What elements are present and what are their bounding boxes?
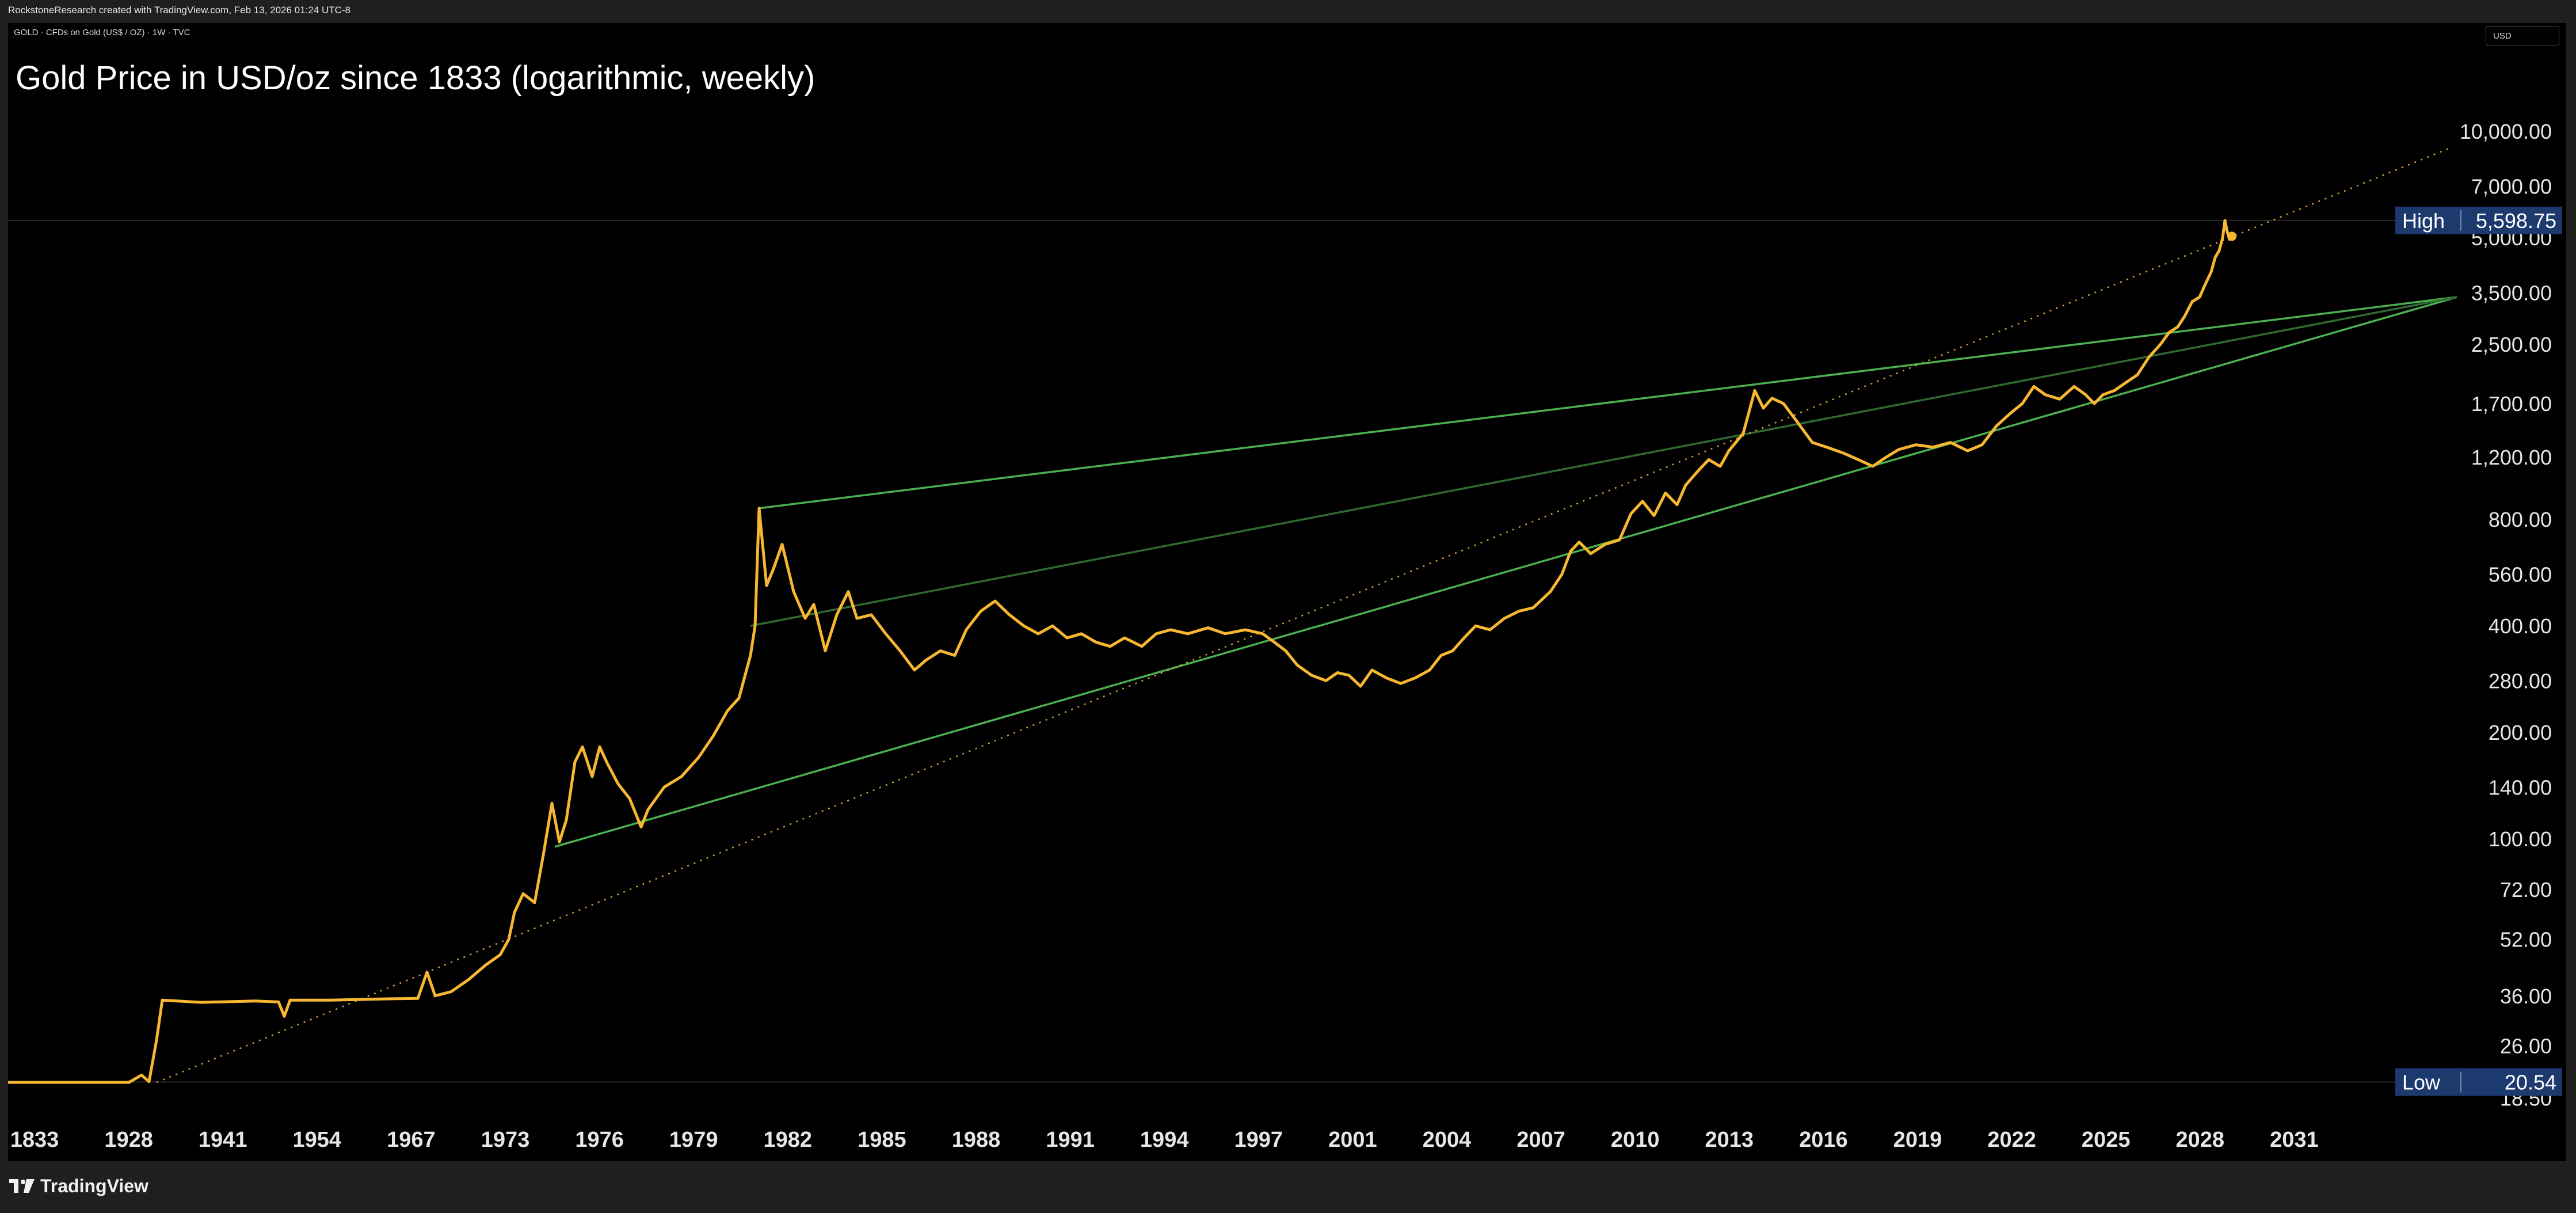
y-tick-label: 72.00 [2500, 878, 2552, 902]
x-tick-label: 1988 [952, 1128, 1001, 1152]
high-marker-label: High [2402, 209, 2445, 233]
tradingview-logo-text: TradingView [40, 1175, 148, 1196]
chart-pane[interactable]: GOLD · CFDs on Gold (US$ / OZ) · 1W · TV… [8, 23, 2566, 1161]
y-tick-label: 1,200.00 [2471, 446, 2552, 469]
symbol-info: GOLD · CFDs on Gold (US$ / OZ) · 1W · TV… [14, 28, 190, 37]
y-tick-label: 200.00 [2489, 721, 2552, 744]
y-tick-label: 52.00 [2500, 928, 2552, 952]
price-series [8, 219, 2236, 1084]
attribution-text: RockstoneResearch created with TradingVi… [8, 5, 350, 16]
trendline-1 [554, 296, 2457, 848]
x-tick-label: 2013 [1705, 1128, 1754, 1152]
x-tick-label: 1928 [104, 1128, 153, 1152]
x-tick-label: 1982 [764, 1128, 813, 1152]
x-tick-label: 1979 [669, 1128, 718, 1152]
price-markers: High 5,598.75 Low 20.54 [2395, 206, 2562, 1096]
x-tick-label: 1973 [481, 1128, 530, 1152]
low-marker: Low 20.54 [2395, 1068, 2562, 1096]
grid-layer [8, 219, 2451, 1083]
price-line-1 [8, 219, 2234, 1084]
y-tick-label: 140.00 [2489, 775, 2552, 799]
x-tick-label: 1991 [1046, 1128, 1095, 1152]
y-tick-label: 560.00 [2489, 562, 2552, 586]
trendline-3 [750, 296, 2457, 627]
x-tick-label: 1997 [1234, 1128, 1283, 1152]
x-tick-label: 2031 [2270, 1128, 2319, 1152]
x-tick-label: 1954 [293, 1128, 342, 1152]
low-marker-value: 20.54 [2505, 1071, 2556, 1094]
y-tick-label: 36.00 [2500, 984, 2552, 1008]
x-tick-label: 1941 [199, 1128, 247, 1152]
y-tick-label: 10,000.00 [2460, 120, 2552, 143]
last-price-dot [2227, 231, 2236, 241]
tradingview-logo-icon [9, 1179, 35, 1193]
chart-title: Gold Price in USD/oz since 1833 (logarit… [16, 59, 816, 97]
time-axis[interactable]: 1833 1928 1941 1954 1967 1973 1976 1979 1982 1985… [10, 1128, 2319, 1152]
y-tick-label: 7,000.00 [2471, 174, 2552, 198]
x-tick-label: 2004 [1423, 1128, 1472, 1152]
x-tick-label: 2025 [2082, 1128, 2131, 1152]
trendline-4 [156, 147, 2452, 1083]
y-tick-label: 1,700.00 [2471, 392, 2552, 416]
x-tick-label: 2001 [1328, 1128, 1377, 1152]
x-tick-label: 1976 [575, 1128, 624, 1152]
trendlines [156, 147, 2457, 1083]
tradingview-logo[interactable]: TradingView [9, 1174, 148, 1197]
low-marker-label: Low [2402, 1071, 2441, 1094]
price-axis[interactable]: 10,000.007,000.005,000.003,500.002,500.0… [2460, 120, 2552, 1110]
x-tick-label: 2019 [1893, 1128, 1942, 1152]
low-marker-bg [2395, 1068, 2562, 1096]
y-tick-label: 2,500.00 [2471, 333, 2552, 356]
price-chart[interactable]: 10,000.007,000.005,000.003,500.002,500.0… [8, 23, 2566, 1161]
y-tick-label: 280.00 [2489, 669, 2552, 693]
y-tick-label: 26.00 [2500, 1035, 2552, 1058]
y-tick-label: 400.00 [2489, 614, 2552, 638]
x-tick-label: 2007 [1516, 1128, 1565, 1152]
x-tick-label: 2016 [1799, 1128, 1848, 1152]
y-tick-label: 3,500.00 [2471, 281, 2552, 305]
currency-selector[interactable]: USD [2486, 26, 2559, 45]
x-tick-label: 1994 [1140, 1128, 1189, 1152]
x-tick-label: 1967 [387, 1128, 436, 1152]
y-tick-label: 100.00 [2489, 827, 2552, 851]
high-marker-bg [2395, 206, 2562, 234]
x-tick-label: 2010 [1611, 1128, 1660, 1152]
y-tick-label: 800.00 [2489, 508, 2552, 531]
x-tick-label: 1985 [858, 1128, 906, 1152]
high-marker-value: 5,598.75 [2476, 209, 2556, 233]
x-tick-label: 1833 [10, 1128, 59, 1152]
x-tick-label: 2028 [2176, 1128, 2225, 1152]
high-marker: High 5,598.75 [2395, 206, 2562, 234]
trendline-2 [759, 296, 2457, 509]
x-tick-label: 2022 [1987, 1128, 2036, 1152]
